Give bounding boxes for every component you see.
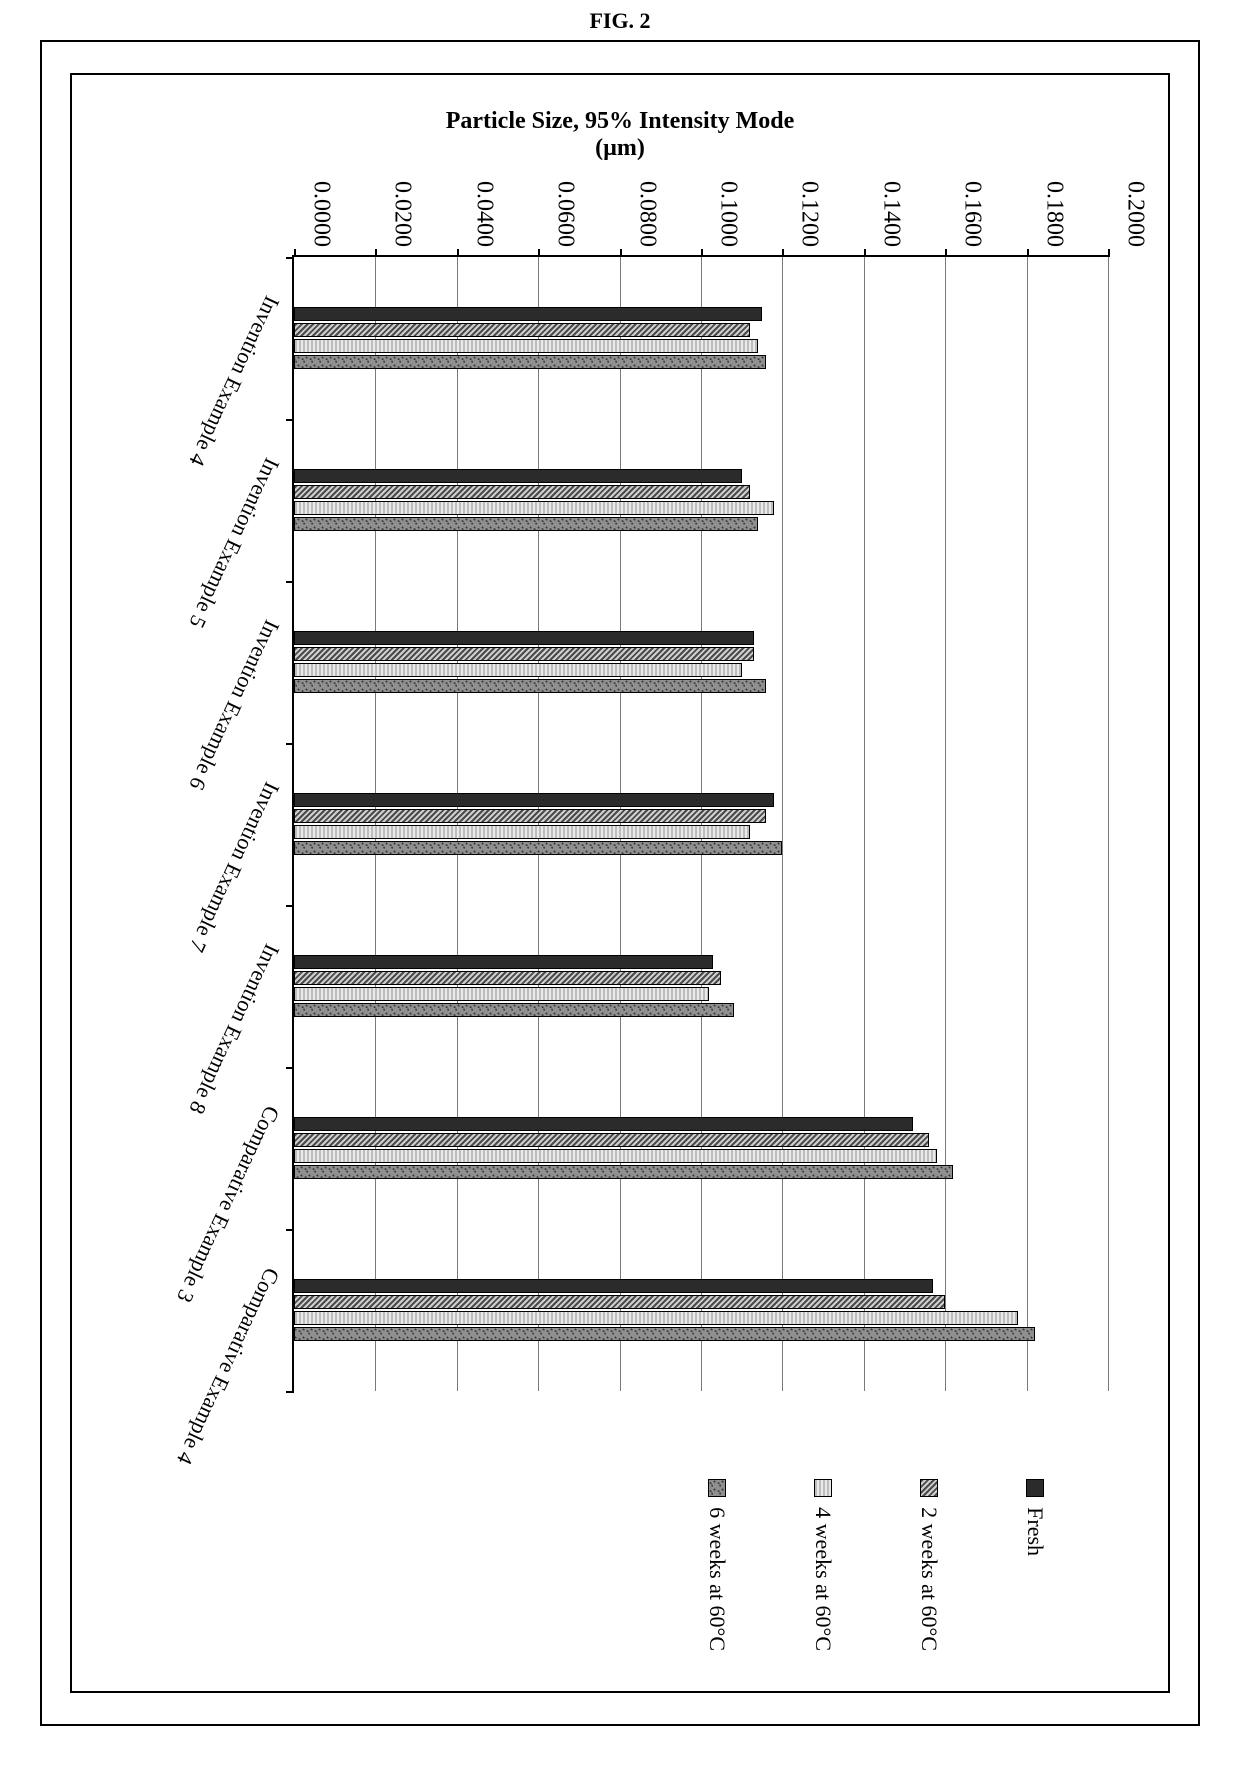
y-tick-label: 0.2000 [1122,181,1149,257]
bar [294,501,774,515]
figure-title: FIG. 2 [589,8,650,34]
x-tick-mark [286,1067,294,1069]
y-tick-mark [701,249,703,257]
bar-group [294,793,782,855]
x-axis-label: Invention Example 6 [183,616,294,798]
bar [294,323,750,337]
y-tick-label: 0.1600 [959,181,986,257]
bar [294,987,709,1001]
y-tick-label: 0.0800 [633,181,660,257]
bar [294,793,774,807]
y-tick-mark [945,249,947,257]
legend-label: 2 weeks at 60°C [916,1507,942,1651]
bar [294,971,721,985]
bar [294,679,766,693]
y-tick-label: 0.1000 [715,181,742,257]
bar [294,1165,953,1179]
bar [294,469,742,483]
bar-group [294,631,766,693]
legend-item: 2 weeks at 60°C [916,1479,942,1651]
y-tick-mark [375,249,377,257]
y-tick-mark [782,249,784,257]
plot-area: 0.00000.02000.04000.06000.08000.10000.12… [292,255,1108,1391]
bar [294,1003,734,1017]
x-tick-mark [286,1391,294,1393]
bar [294,1133,929,1147]
x-tick-mark [286,743,294,745]
bar [294,631,754,645]
legend-item: Fresh [1022,1479,1048,1651]
bar [294,1279,933,1293]
grid-line [945,257,946,1391]
bar [294,1149,937,1163]
bar [294,355,766,369]
bar [294,1117,913,1131]
legend-swatch [814,1479,832,1497]
bar [294,841,782,855]
y-tick-label: 0.0600 [552,181,579,257]
y-tick-mark [1027,249,1029,257]
y-tick-mark [864,249,866,257]
y-axis-label-line1: Particle Size, 95% Intensity Mode [446,108,795,134]
legend-swatch [1026,1479,1044,1497]
bar-group [294,307,766,369]
x-tick-mark [286,905,294,907]
bar [294,663,742,677]
y-axis-label: Particle Size, 95% Intensity Mode (µm) [446,108,795,162]
legend-item: 6 weeks at 60°C [704,1479,730,1651]
grid-line [1108,257,1109,1391]
page: FIG. 2 Particle Size, 95% Intensity Mode… [0,0,1240,1766]
y-tick-mark [1108,249,1110,257]
y-tick-label: 0.1800 [1040,181,1067,257]
bar [294,1327,1035,1341]
x-tick-mark [286,581,294,583]
legend-swatch [708,1479,726,1497]
legend-label: Fresh [1022,1507,1048,1556]
legend-label: 6 weeks at 60°C [704,1507,730,1651]
x-axis-label: Invention Example 4 [183,292,294,474]
y-tick-label: 0.0400 [470,181,497,257]
y-tick-mark [457,249,459,257]
y-tick-mark [538,249,540,257]
bar-group [294,469,774,531]
grid-line [864,257,865,1391]
grid-line [1027,257,1028,1391]
y-tick-label: 0.0200 [389,181,416,257]
x-axis-label: Invention Example 5 [183,454,294,636]
legend: Fresh 2 weeks at 60°C 4 weeks at 60°C 6 wee… [704,1479,1048,1651]
legend-swatch [920,1479,938,1497]
x-axis-label: Invention Example 8 [183,940,294,1122]
bar [294,809,766,823]
y-tick-label: 0.0000 [308,181,335,257]
chart-border: Particle Size, 95% Intensity Mode (µm) 0… [70,73,1170,1693]
y-tick-mark [294,249,296,257]
y-tick-label: 0.1200 [796,181,823,257]
bar [294,517,758,531]
bar [294,1295,945,1309]
chart-rotated-wrap: Particle Size, 95% Intensity Mode (µm) 0… [70,73,1170,1693]
bar-group [294,1279,1035,1341]
bar [294,339,758,353]
x-axis-label: Invention Example 7 [183,778,294,960]
bar-group [294,955,734,1017]
bar-group [294,1117,953,1179]
bar [294,647,754,661]
bar [294,307,762,321]
legend-label: 4 weeks at 60°C [810,1507,836,1651]
y-tick-mark [620,249,622,257]
x-tick-mark [286,257,294,259]
outer-frame: FIG. 2 Particle Size, 95% Intensity Mode… [40,40,1200,1726]
y-axis-label-line2: (µm) [595,135,645,161]
bar [294,485,750,499]
y-tick-label: 0.1400 [877,181,904,257]
bar [294,1311,1018,1325]
x-tick-mark [286,419,294,421]
x-tick-mark [286,1229,294,1231]
bar [294,825,750,839]
legend-item: 4 weeks at 60°C [810,1479,836,1651]
grid-line [782,257,783,1391]
bar [294,955,713,969]
